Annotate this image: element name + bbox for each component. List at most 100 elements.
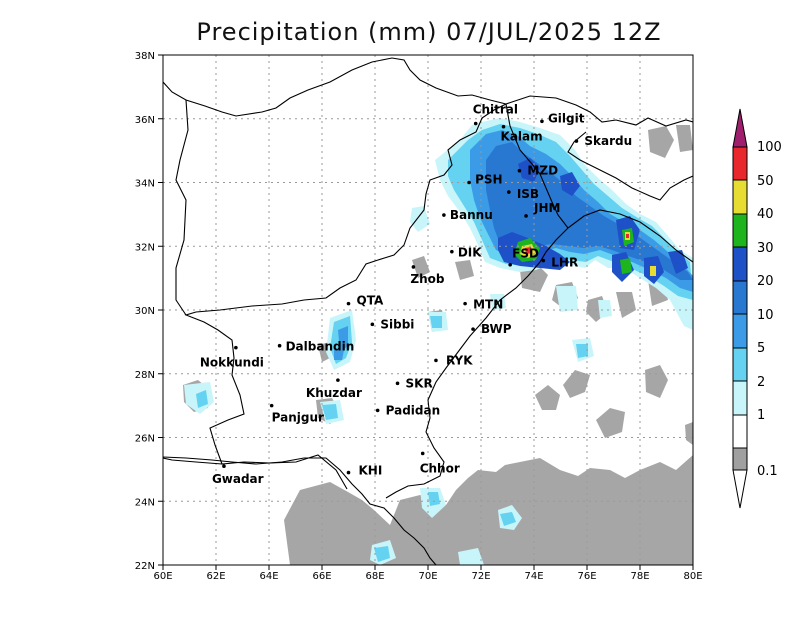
- legend-label: 50: [757, 174, 774, 189]
- city-dot: [442, 213, 446, 217]
- lon-tick-label: 62E: [206, 571, 225, 582]
- legend-swatch: [732, 146, 748, 181]
- city-dot: [277, 343, 282, 348]
- legend-arrow-bottom: [732, 469, 748, 509]
- city-label: Panjgur: [272, 411, 324, 425]
- legend-label: 20: [757, 274, 774, 289]
- lon-tick-label: 70E: [418, 571, 437, 582]
- map-title: Precipitation (mm) 07/JUL/2025 12Z: [196, 18, 662, 46]
- city-label: ISB: [517, 187, 539, 201]
- city-label: Chhor: [420, 461, 460, 475]
- lon-tick-label: 68E: [365, 571, 384, 582]
- city-label: Nokkundi: [200, 356, 264, 370]
- lat-tick-label: 24N: [135, 497, 155, 508]
- city-dot: [524, 214, 528, 218]
- lat-tick-label: 36N: [135, 115, 155, 126]
- legend-swatch: [732, 213, 748, 248]
- lat-tick-label: 38N: [135, 51, 155, 62]
- city-dot: [395, 381, 400, 386]
- lon-tick-label: 80E: [683, 571, 702, 582]
- city-label: RYK: [446, 353, 473, 367]
- legend-label: 100: [757, 140, 782, 155]
- city-dot: [336, 378, 340, 382]
- lat-tick-label: 28N: [135, 370, 155, 381]
- city-label: Gwadar: [212, 472, 264, 486]
- city-label: Khuzdar: [306, 386, 362, 400]
- city-label: PSH: [475, 173, 502, 187]
- city-dot: [420, 451, 425, 456]
- lon-tick-label: 72E: [471, 571, 490, 582]
- color-legend: 100 50 40 30 20 10 5 2 1 0.1: [732, 108, 782, 509]
- city-label: Skardu: [584, 134, 632, 148]
- city-dot: [508, 262, 512, 267]
- city-dot: [375, 408, 380, 413]
- country-borders: [163, 57, 693, 565]
- city-dot: [517, 168, 522, 173]
- legend-label: 0.1: [757, 464, 778, 479]
- tick-marks: [158, 54, 694, 570]
- city-dot: [450, 249, 454, 254]
- city-dot: [507, 190, 511, 194]
- city-label: Padidan: [386, 403, 441, 417]
- lon-tick-labels: 60E 62E 64E 66E 68E 70E 72E 74E 76E 78E …: [153, 571, 702, 582]
- city-dot: [574, 139, 579, 143]
- grid-lines: [163, 55, 693, 565]
- legend-label: 5: [757, 341, 765, 356]
- city-label: Gilgit: [548, 111, 585, 125]
- legend-swatch: [732, 447, 748, 471]
- city-label: SKR: [406, 376, 433, 390]
- precip-50-100mm: [525, 234, 629, 254]
- lat-tick-label: 26N: [135, 434, 155, 445]
- lat-tick-label: 32N: [135, 242, 155, 253]
- legend-arrow-top: [732, 108, 748, 148]
- lon-tick-label: 64E: [259, 571, 278, 582]
- legend-label: 1: [757, 408, 765, 423]
- city-dot: [471, 327, 475, 331]
- legend-swatch: [732, 313, 748, 349]
- precip-gray-areas: [183, 125, 693, 565]
- city-label: JHM: [533, 201, 560, 215]
- lat-tick-labels: 38N 36N 34N 32N 30N 28N 26N 24N 22N: [135, 51, 155, 572]
- legend-swatch: [732, 414, 748, 449]
- city-dot: [501, 124, 506, 129]
- city-label: QTA: [357, 294, 384, 308]
- lon-tick-label: 78E: [630, 571, 649, 582]
- city-dot: [434, 358, 438, 363]
- lon-tick-label: 76E: [577, 571, 596, 582]
- lat-tick-label: 22N: [135, 561, 155, 572]
- city-dot: [346, 470, 351, 475]
- legend-swatch: [732, 179, 748, 215]
- city-label: Chitral: [473, 103, 518, 117]
- legend-swatch: [732, 380, 748, 416]
- city-dot: [346, 301, 351, 306]
- lon-tick-label: 66E: [312, 571, 331, 582]
- city-label: MZD: [527, 164, 558, 178]
- city-dot: [222, 464, 226, 468]
- city-label: MTN: [473, 298, 503, 312]
- city-label: LHR: [551, 256, 578, 270]
- city-dot: [234, 345, 238, 350]
- lat-tick-label: 30N: [135, 306, 155, 317]
- city-dot: [269, 403, 274, 408]
- legend-label: 30: [757, 241, 774, 256]
- legend-label: 10: [757, 308, 774, 323]
- legend-swatch: [732, 246, 748, 282]
- legend-label: 2: [757, 375, 765, 390]
- city-label: Kalam: [501, 130, 543, 144]
- city-label: Sibbi: [380, 317, 414, 331]
- city-dot: [541, 258, 546, 263]
- city-dot: [463, 301, 467, 306]
- legend-label: 40: [757, 207, 774, 222]
- lon-tick-label: 60E: [153, 571, 172, 582]
- legend-swatch: [732, 280, 748, 315]
- city-dot: [467, 180, 471, 185]
- city-dot: [411, 265, 416, 269]
- city-dot: [370, 322, 375, 327]
- city-label: BWP: [481, 322, 512, 336]
- city-dot: [473, 121, 478, 126]
- lon-tick-label: 74E: [524, 571, 543, 582]
- city-label: Dalbandin: [286, 340, 355, 354]
- city-label: Zhob: [410, 272, 444, 286]
